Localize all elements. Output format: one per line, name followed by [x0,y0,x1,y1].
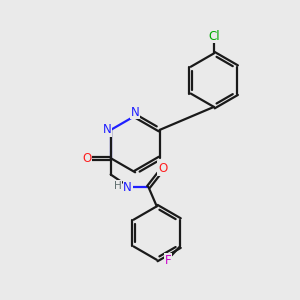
Text: Cl: Cl [208,30,220,43]
Text: O: O [158,162,167,175]
Text: O: O [82,152,92,165]
Text: N: N [131,106,140,119]
Text: N: N [123,181,132,194]
Text: F: F [165,254,171,267]
Text: H: H [114,181,122,190]
Text: N: N [103,123,112,136]
